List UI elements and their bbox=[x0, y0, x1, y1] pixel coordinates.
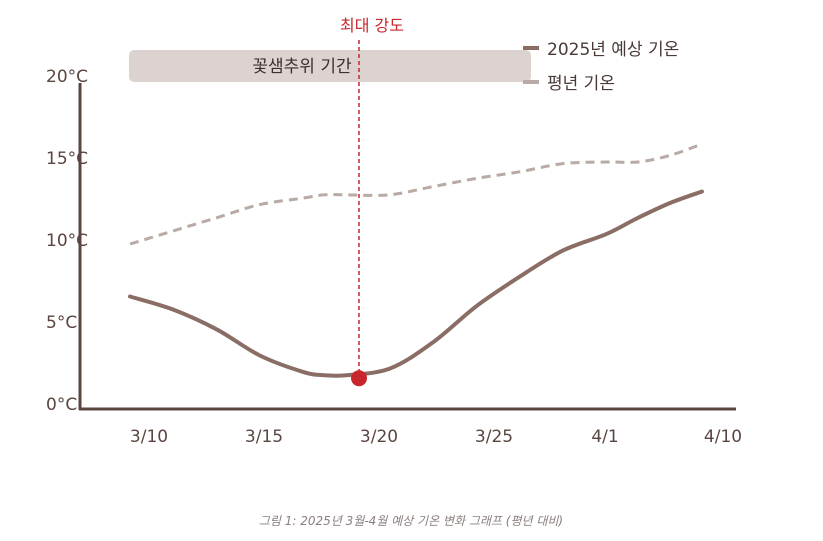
x-tick-label: 3/15 bbox=[245, 427, 283, 447]
y-tick-label: 15°C bbox=[46, 149, 88, 169]
x-tick-label: 3/25 bbox=[475, 427, 513, 447]
cold-snap-band-label: 꽃샘추위 기간 bbox=[252, 57, 352, 77]
y-tick-label: 0°C bbox=[46, 395, 77, 415]
peak-point bbox=[351, 370, 367, 387]
figure-caption: 그림 1: 2025년 3월-4월 예상 기온 변화 그래프 (평년 대비) bbox=[259, 514, 563, 528]
x-tick-label: 4/10 bbox=[704, 427, 742, 447]
y-tick-label: 10°C bbox=[46, 231, 88, 251]
cold-snap-band bbox=[129, 50, 531, 82]
series-line-forecast bbox=[128, 189, 704, 378]
legend-label-normal: 평년 기온 bbox=[547, 74, 615, 94]
x-tick-label: 4/1 bbox=[591, 427, 618, 447]
y-tick-label: 20°C bbox=[46, 67, 88, 87]
x-tick-label: 3/20 bbox=[360, 427, 398, 447]
x-tick-label: 3/10 bbox=[130, 427, 168, 447]
legend-swatch-normal bbox=[523, 80, 539, 84]
legend-swatch-forecast bbox=[523, 46, 539, 50]
y-tick-label: 5°C bbox=[46, 313, 77, 333]
legend-label-forecast: 2025년 예상 기온 bbox=[547, 40, 679, 60]
peak-label: 최대 강도 bbox=[340, 16, 404, 35]
series-line-normal bbox=[129, 142, 703, 246]
